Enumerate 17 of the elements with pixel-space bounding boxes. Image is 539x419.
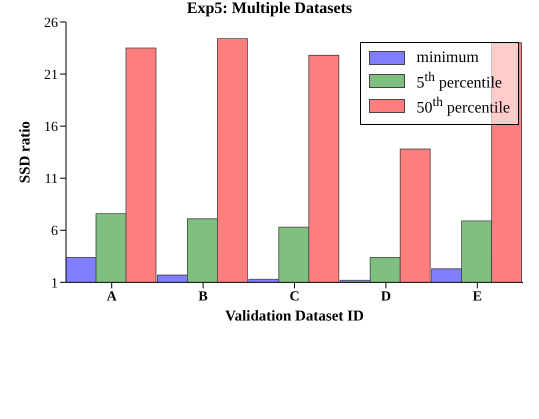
y-tick-label: 16 bbox=[44, 120, 58, 136]
x-tick-label: A bbox=[106, 289, 118, 304]
chart-title: Exp5: Multiple Datasets bbox=[186, 0, 354, 17]
x-tick-label: E bbox=[472, 289, 482, 304]
y-tick-label: 1 bbox=[51, 276, 58, 292]
x-tick-label: D bbox=[380, 289, 391, 304]
y-tick-label: 6 bbox=[51, 224, 58, 240]
y-axis-title: SSD ratio bbox=[17, 121, 34, 184]
x-tick-label: B bbox=[198, 289, 208, 304]
x-tick-label: C bbox=[289, 289, 300, 304]
legend-label: 5$^{th}$ percentile bbox=[416, 69, 502, 92]
x-axis-title: Validation Dataset ID bbox=[225, 308, 364, 324]
legend-label: 50$^{th}$ percentile bbox=[416, 94, 510, 118]
legend-label: minimum bbox=[416, 49, 479, 67]
y-tick-label: 21 bbox=[44, 68, 58, 84]
y-tick-label: 26 bbox=[44, 16, 58, 31]
y-tick-label: 11 bbox=[44, 172, 58, 188]
